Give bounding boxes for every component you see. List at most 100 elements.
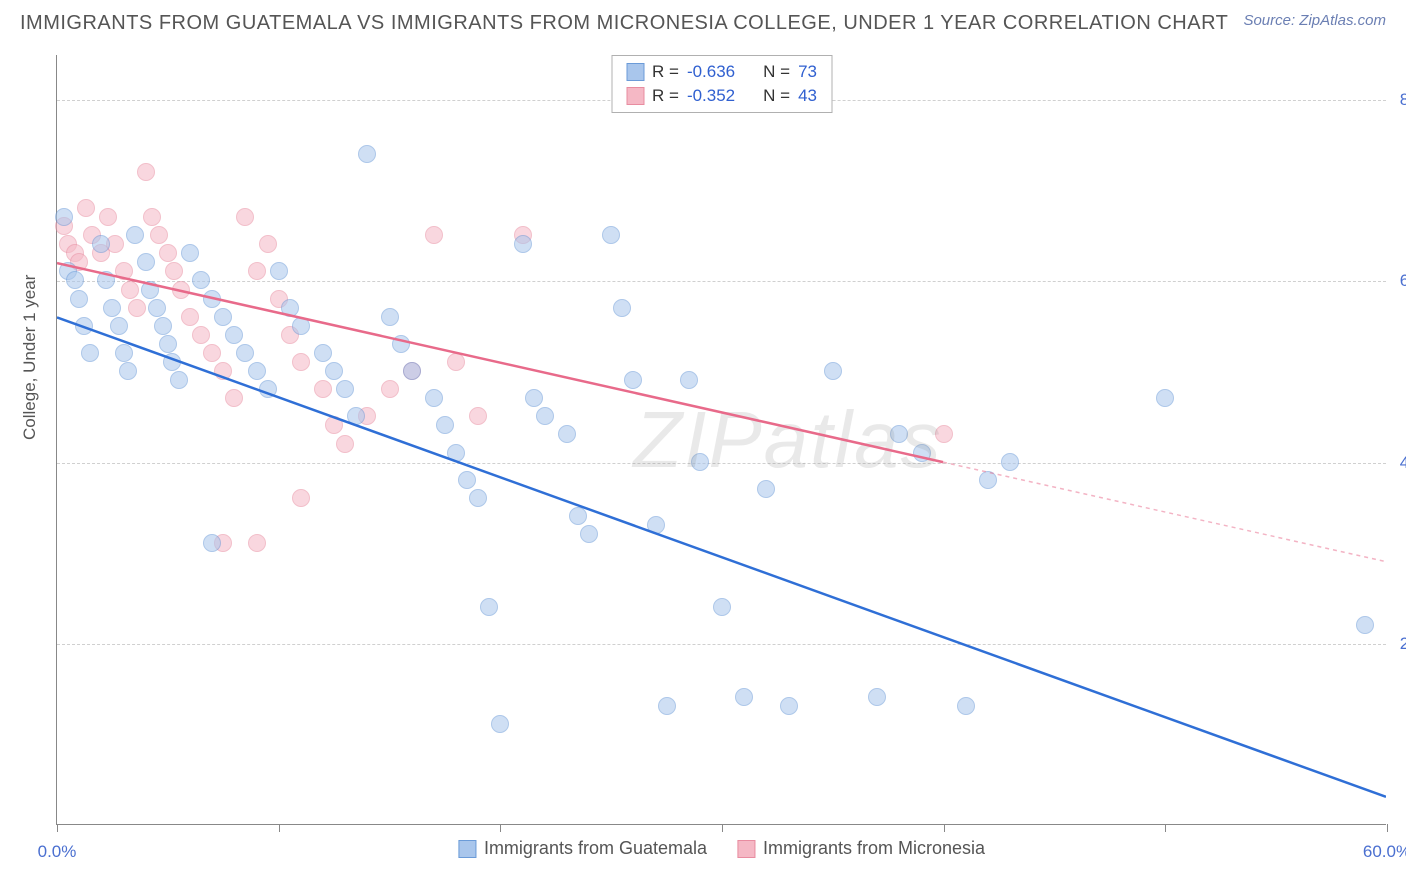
scatter-point [143,208,161,226]
scatter-point [192,271,210,289]
scatter-point [66,271,84,289]
scatter-point [192,326,210,344]
scatter-point [203,290,221,308]
scatter-point [403,362,421,380]
stat-r-label: R = [652,86,679,106]
scatter-point [868,688,886,706]
scatter-point [469,407,487,425]
scatter-point [203,534,221,552]
scatter-point [259,380,277,398]
scatter-point [154,317,172,335]
scatter-point [447,353,465,371]
y-tick-label: 20.0% [1400,634,1406,654]
scatter-point [757,480,775,498]
scatter-point [580,525,598,543]
scatter-point [314,380,332,398]
gridline-horizontal [57,463,1386,464]
x-tick [1387,824,1388,832]
scatter-point [336,435,354,453]
legend-swatch [458,840,476,858]
scatter-point [181,308,199,326]
scatter-point [336,380,354,398]
y-tick-label: 60.0% [1400,271,1406,291]
y-tick-label: 40.0% [1400,453,1406,473]
stat-r-value: -0.636 [687,62,735,82]
legend-label: Immigrants from Micronesia [763,838,985,859]
scatter-point [126,226,144,244]
scatter-point [558,425,576,443]
y-tick-label: 80.0% [1400,90,1406,110]
scatter-point [358,145,376,163]
x-tick [500,824,501,832]
x-tick [279,824,280,832]
scatter-point [514,235,532,253]
x-tick [1165,824,1166,832]
scatter-point [103,299,121,317]
scatter-point [935,425,953,443]
scatter-point [780,697,798,715]
scatter-point [890,425,908,443]
scatter-point [713,598,731,616]
scatter-point [225,326,243,344]
scatter-point [325,416,343,434]
scatter-point [214,308,232,326]
stat-n-value: 43 [798,86,817,106]
x-tick [944,824,945,832]
y-axis-label: College, Under 1 year [20,275,40,440]
scatter-point [647,516,665,534]
scatter-point [159,244,177,262]
scatter-point [602,226,620,244]
x-tick-label: 0.0% [38,842,77,862]
source-label: Source: ZipAtlas.com [1243,12,1386,29]
scatter-point [292,489,310,507]
scatter-point [525,389,543,407]
scatter-point [181,244,199,262]
scatter-point [248,262,266,280]
scatter-point [458,471,476,489]
scatter-point [75,317,93,335]
scatter-point [77,199,95,217]
scatter-point [381,308,399,326]
gridline-horizontal [57,281,1386,282]
scatter-point [292,317,310,335]
scatter-point [92,235,110,253]
scatter-point [81,344,99,362]
legend-swatch [626,63,644,81]
scatter-point [314,344,332,362]
scatter-point [165,262,183,280]
scatter-point [128,299,146,317]
scatter-point [913,444,931,462]
scatter-point [150,226,168,244]
scatter-point [225,389,243,407]
scatter-point [70,290,88,308]
stat-r-label: R = [652,62,679,82]
scatter-point [115,262,133,280]
legend-swatch [737,840,755,858]
stat-n-value: 73 [798,62,817,82]
stats-legend-box: R = -0.636 N = 73 R = -0.352 N = 43 [611,55,832,113]
scatter-point [110,317,128,335]
stats-row: R = -0.636 N = 73 [626,60,817,84]
scatter-point [1156,389,1174,407]
scatter-point [214,362,232,380]
stat-n-label: N = [763,86,790,106]
scatter-point [979,471,997,489]
scatter-point [292,353,310,371]
x-tick [722,824,723,832]
scatter-point [97,271,115,289]
scatter-point [536,407,554,425]
x-tick-label: 60.0% [1363,842,1406,862]
scatter-point [119,362,137,380]
scatter-point [281,299,299,317]
scatter-point [259,235,277,253]
scatter-point [680,371,698,389]
scatter-point [425,389,443,407]
scatter-point [172,281,190,299]
legend-swatch [626,87,644,105]
scatter-point [469,489,487,507]
scatter-point [137,253,155,271]
scatter-point [248,534,266,552]
scatter-point [613,299,631,317]
scatter-point [824,362,842,380]
stat-r-value: -0.352 [687,86,735,106]
